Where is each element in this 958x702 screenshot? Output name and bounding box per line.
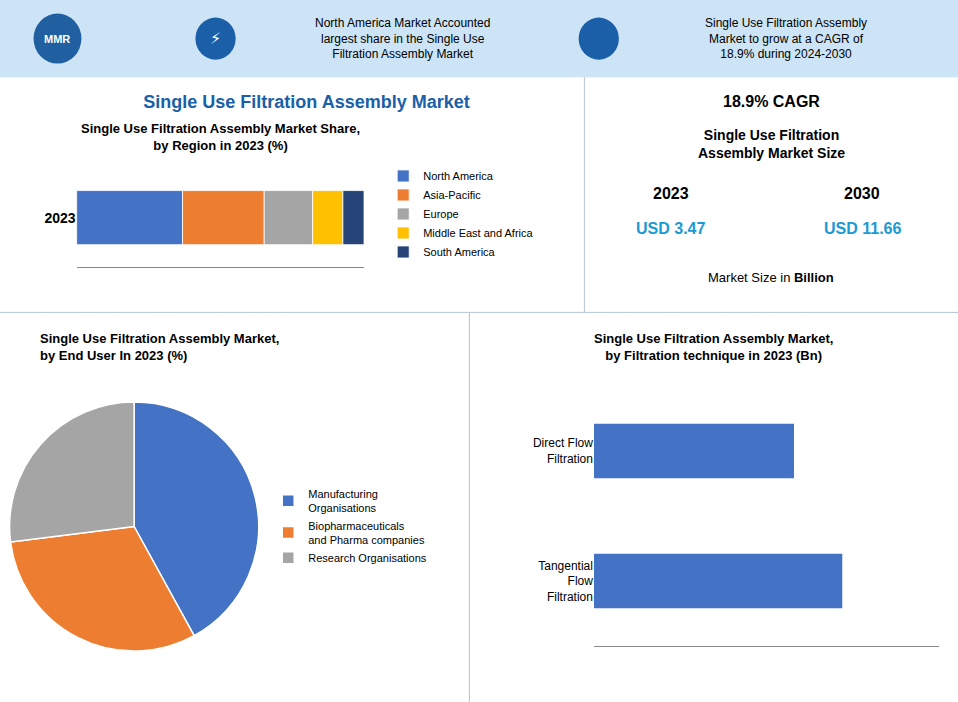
svg-text:Single Use Filtration Assembly: Single Use Filtration AssemblyMarket to … bbox=[705, 16, 867, 61]
svg-text:Biopharmaceuticalsand Pharma c: Biopharmaceuticalsand Pharma companies bbox=[308, 520, 425, 546]
svg-text:Research Organisations: Research Organisations bbox=[308, 552, 427, 564]
svg-text:TangentialFlowFiltration: TangentialFlowFiltration bbox=[538, 559, 593, 604]
svg-text:2023: 2023 bbox=[653, 185, 689, 202]
svg-text:Single Use Filtration Assembly: Single Use Filtration Assembly Market,by… bbox=[40, 331, 279, 363]
svg-text:2030: 2030 bbox=[844, 185, 880, 202]
svg-text:North America Market Accounted: North America Market Accountedlargest sh… bbox=[315, 16, 490, 61]
svg-text:Single Use Filtration Assembly: Single Use Filtration Assembly Market,by… bbox=[594, 331, 833, 363]
svg-text:18.9% CAGR: 18.9% CAGR bbox=[723, 93, 820, 110]
svg-text:North America: North America bbox=[423, 170, 494, 182]
svg-text:MMR: MMR bbox=[44, 33, 70, 45]
svg-text:Single Use Filtration Assembly: Single Use Filtration Assembly Market bbox=[143, 92, 469, 112]
svg-text:Direct FlowFiltration: Direct FlowFiltration bbox=[533, 436, 593, 466]
svg-text:Single Use Filtration Assembly: Single Use Filtration Assembly Market Sh… bbox=[81, 121, 360, 153]
svg-text:2023: 2023 bbox=[44, 210, 75, 226]
svg-text:Asia-Pacific: Asia-Pacific bbox=[423, 189, 481, 201]
svg-text:USD 11.66: USD 11.66 bbox=[824, 220, 901, 237]
svg-text:Single Use FiltrationAssembly: Single Use FiltrationAssembly Market Siz… bbox=[698, 127, 845, 161]
svg-text:ManufacturingOrganisations: ManufacturingOrganisations bbox=[308, 488, 378, 514]
svg-text:Market Size in Billion: Market Size in Billion bbox=[708, 270, 834, 285]
svg-text:South America: South America bbox=[423, 246, 495, 258]
svg-text:Middle East and Africa: Middle East and Africa bbox=[423, 227, 533, 239]
svg-text:Europe: Europe bbox=[423, 208, 458, 220]
svg-text:USD 3.47: USD 3.47 bbox=[636, 220, 705, 237]
svg-text:⚡: ⚡ bbox=[210, 30, 221, 47]
